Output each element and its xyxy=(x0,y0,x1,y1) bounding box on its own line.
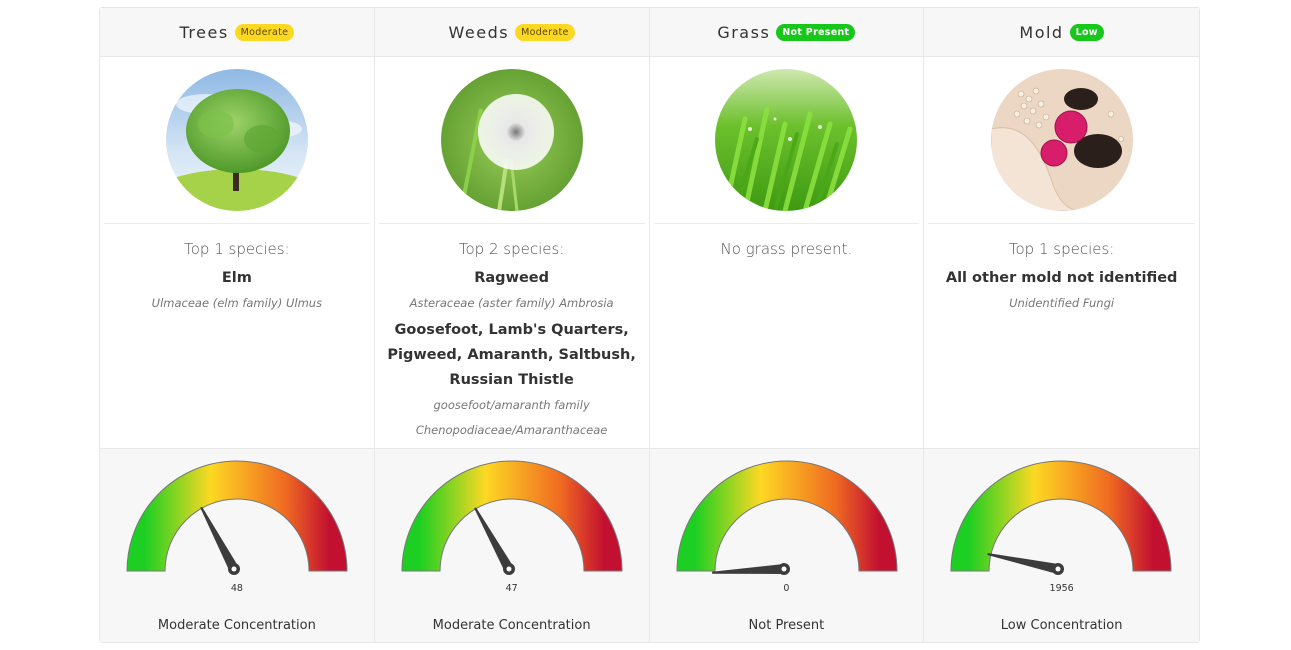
mold-spores-photo xyxy=(990,69,1133,211)
species-latin: Ulmaceae (elm family) Ulmus xyxy=(151,296,323,310)
image-row xyxy=(928,57,1195,224)
concentration-gauge xyxy=(950,460,1172,575)
level-badge: Not Present xyxy=(776,23,856,41)
concentration-gauge xyxy=(675,460,898,575)
species-latin: Unidentified Fungi xyxy=(1009,296,1115,310)
concentration-label: Moderate Concentration xyxy=(157,618,316,633)
gauge-value: 47 xyxy=(505,583,518,594)
category-title: Trees xyxy=(179,22,229,42)
column-header: Trees Moderate xyxy=(100,8,374,57)
species-heading: Top 1 species: xyxy=(1008,240,1115,258)
concentration-label: Low Concentration xyxy=(1000,618,1123,633)
column-mold: Mold Low xyxy=(924,8,1199,642)
gauge-needle xyxy=(473,507,514,572)
species-name: Goosefoot, Lamb's Quarters, Pigweed, Ama… xyxy=(387,322,636,388)
level-badge: Low xyxy=(1069,23,1104,41)
image-row xyxy=(378,57,645,224)
gauge-needle xyxy=(987,553,1060,574)
species-heading: Top 1 species: xyxy=(184,240,290,258)
pollen-forecast-panel: Trees Moderate xyxy=(99,7,1200,643)
species-name: All other mold not identified xyxy=(945,270,1178,286)
species-section: No grass present. xyxy=(650,224,924,448)
image-row xyxy=(653,57,920,224)
concentration-label: Moderate Concentration xyxy=(432,618,591,633)
gauge-section: 1956 Low Concentration xyxy=(924,448,1199,642)
column-weeds: Weeds Moderate xyxy=(374,8,650,642)
grass-photo xyxy=(715,69,858,211)
species-section: Top 1 species: All other mold not identi… xyxy=(924,224,1199,448)
concentration-gauge xyxy=(401,460,623,575)
gauge-value: 0 xyxy=(783,583,790,594)
column-header: Weeds Moderate xyxy=(374,8,649,57)
gauge-needle xyxy=(711,564,784,574)
concentration-gauge xyxy=(126,460,348,575)
species-section: Top 1 species: Elm Ulmaceae (elm family)… xyxy=(100,224,374,448)
category-title: Weeds xyxy=(448,22,510,42)
species-heading: Top 2 species: xyxy=(458,240,565,258)
gauge-needle xyxy=(200,506,239,572)
column-header: Mold Low xyxy=(924,8,1199,57)
gauge-value: 1956 xyxy=(1049,583,1074,594)
concentration-label: Not Present xyxy=(748,618,825,633)
dandelion-photo xyxy=(440,69,583,211)
gauge-section: 0 Not Present xyxy=(649,448,924,642)
species-heading: No grass present. xyxy=(720,240,853,258)
species-latin: goosefoot/amaranth family xyxy=(433,398,590,412)
column-trees: Trees Moderate xyxy=(100,8,375,642)
tree-photo xyxy=(165,69,308,211)
level-badge: Moderate xyxy=(234,23,295,41)
level-badge: Moderate xyxy=(515,23,575,41)
category-title: Grass xyxy=(717,22,771,42)
gauge-section: 48 Moderate Concentration xyxy=(100,448,374,642)
species-name: Ragweed xyxy=(474,270,550,286)
gauge-value: 48 xyxy=(230,583,243,594)
category-title: Mold xyxy=(1019,22,1064,42)
species-latin: Asteraceae (aster family) Ambrosia xyxy=(409,296,614,310)
species-latin: Chenopodiaceae/Amaranthaceae xyxy=(415,423,608,437)
column-grass: Grass Not Present xyxy=(649,8,925,642)
species-section: Top 2 species: Ragweed Asteraceae (aster… xyxy=(375,224,649,448)
column-header: Grass Not Present xyxy=(649,8,924,57)
image-row xyxy=(104,57,370,224)
gauge-section: 47 Moderate Concentration xyxy=(374,448,649,642)
species-name: Elm xyxy=(221,270,252,286)
